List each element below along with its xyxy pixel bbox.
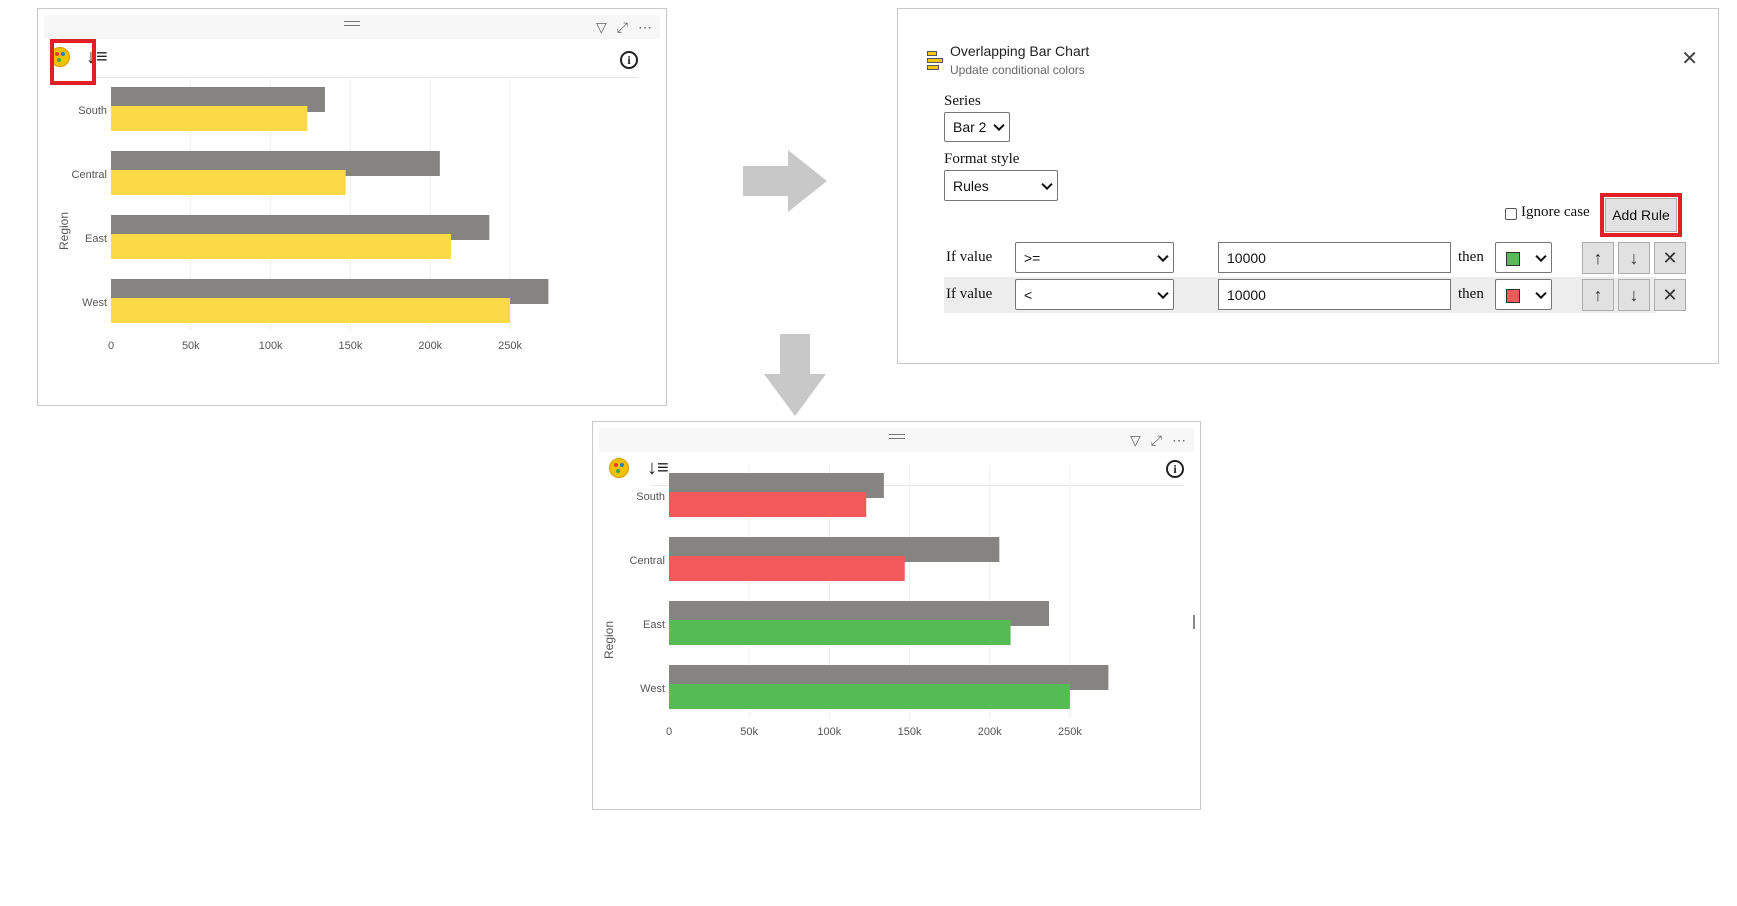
right-arrow-icon	[743, 150, 827, 212]
color-swatch	[1506, 289, 1520, 303]
delete-icon: ✕	[1662, 284, 1678, 305]
rule-value-text: 10000	[1227, 286, 1266, 303]
category-label: East	[643, 619, 665, 631]
x-tick-label: 150k	[339, 340, 363, 352]
move-up-button[interactable]: ↑	[1582, 242, 1614, 274]
before-visual: ▽ ⤢ ⋯ ↓≡ i South Central East West 0 50k 100k…	[37, 8, 667, 406]
down-arrow-icon	[764, 334, 826, 416]
palette-icon[interactable]	[609, 458, 629, 478]
format-style-select[interactable]: Rules	[944, 170, 1058, 201]
add-rule-highlight-box	[1600, 193, 1682, 237]
info-icon[interactable]: i	[1166, 460, 1184, 478]
category-label: South	[636, 491, 665, 503]
color-swatch	[1506, 252, 1520, 266]
rule-operator-select[interactable]: >=	[1015, 242, 1174, 273]
x-tick-label: 200k	[418, 340, 442, 352]
filter-icon[interactable]: ▽	[1130, 432, 1141, 448]
ignore-case-checkbox[interactable]	[1505, 208, 1517, 220]
x-tick-label: 50k	[740, 726, 758, 738]
drag-grip-icon[interactable]	[888, 434, 905, 442]
rule-operator-select[interactable]: <	[1015, 279, 1174, 310]
arrow-down-icon: ↓	[1629, 284, 1639, 305]
y-axis-title: Region	[57, 212, 71, 250]
x-tick-label: 250k	[1058, 726, 1082, 738]
y-axis-title: Region	[602, 621, 616, 659]
rule-then-label: then	[1458, 286, 1484, 302]
drag-grip-icon[interactable]	[344, 21, 360, 29]
category-label: West	[640, 683, 665, 695]
rule-if-label: If value	[946, 249, 993, 265]
series-select-value: Bar 2	[953, 119, 987, 135]
move-down-button[interactable]: ↓	[1618, 279, 1650, 311]
before-chart: South Central East West 0 50k 100k 150k 200k 250…	[57, 79, 549, 352]
category-label: Central	[72, 169, 107, 181]
dialog-title: Overlapping Bar Chart	[950, 43, 1090, 59]
bar-series-2	[111, 170, 346, 195]
visual-header: ▽ ⤢ ⋯	[599, 428, 1194, 452]
x-tick-label: 250k	[498, 340, 522, 352]
category-label: South	[78, 105, 107, 117]
dialog-subtitle: Update conditional colors	[950, 63, 1085, 77]
bar-series-2	[669, 492, 867, 517]
info-icon[interactable]: i	[620, 51, 638, 69]
rule-operator-value: <	[1024, 286, 1033, 303]
rule-then-label: then	[1458, 249, 1484, 265]
bar-series-2	[111, 106, 308, 131]
bar-series-2	[669, 556, 905, 581]
x-tick-label: 100k	[817, 726, 841, 738]
arrow-up-icon: ↑	[1593, 284, 1603, 305]
category-label: Central	[630, 555, 665, 567]
more-options-icon[interactable]: ⋯	[638, 19, 652, 35]
rule-value-input[interactable]: 10000	[1218, 242, 1451, 273]
rule-color-picker[interactable]	[1495, 242, 1552, 273]
toolbar-divider	[96, 77, 638, 78]
after-chart: South Central East West 0 50k 100k 150k 200k 250…	[602, 465, 1195, 738]
focus-mode-icon[interactable]: ⤢	[1150, 432, 1162, 448]
visual-header: ▽ ⤢ ⋯	[44, 15, 660, 39]
sort-icon[interactable]: ↓≡	[647, 457, 669, 479]
sort-icon[interactable]: ↓≡	[86, 46, 108, 68]
delete-rule-button[interactable]: ✕	[1654, 279, 1686, 311]
rule-value-text: 10000	[1227, 249, 1266, 266]
after-visual: ▽ ⤢ ⋯ ↓≡ i South Central East West 0 50k 100k…	[592, 421, 1201, 810]
x-tick-label: 100k	[259, 340, 283, 352]
x-tick-label: 200k	[978, 726, 1002, 738]
bar-series-2	[111, 234, 452, 259]
series-select[interactable]: Bar 2	[944, 112, 1010, 142]
delete-icon: ✕	[1662, 247, 1678, 268]
x-tick-label: 50k	[182, 340, 200, 352]
x-tick-label: 0	[108, 340, 114, 352]
conditional-colors-dialog: Overlapping Bar Chart Update conditional…	[897, 8, 1719, 364]
add-rule-button[interactable]: Add Rule	[1605, 198, 1677, 232]
format-style-label: Format style	[944, 151, 1020, 167]
bar-series-2	[669, 684, 1070, 709]
category-label: West	[82, 297, 107, 309]
delete-rule-button[interactable]: ✕	[1654, 242, 1686, 274]
focus-mode-icon[interactable]: ⤢	[616, 19, 628, 35]
scrollbar-thumb[interactable]	[1193, 615, 1195, 629]
close-icon[interactable]: ✕	[1681, 48, 1698, 70]
format-style-select-value: Rules	[953, 177, 989, 194]
rule-value-input[interactable]: 10000	[1218, 279, 1451, 310]
rule-color-picker[interactable]	[1495, 279, 1552, 310]
more-options-icon[interactable]: ⋯	[1172, 432, 1186, 448]
series-label: Series	[944, 93, 981, 109]
arrow-down-icon: ↓	[1629, 247, 1639, 268]
filter-icon[interactable]: ▽	[596, 19, 607, 35]
toolbar-divider	[651, 485, 1184, 486]
bar-series-2	[111, 298, 511, 323]
move-down-button[interactable]: ↓	[1618, 242, 1650, 274]
arrow-up-icon: ↑	[1593, 247, 1603, 268]
rule-operator-value: >=	[1024, 249, 1041, 266]
category-label: East	[85, 233, 107, 245]
rule-if-label: If value	[946, 286, 993, 302]
chart-icon	[925, 51, 945, 71]
x-tick-label: 0	[666, 726, 672, 738]
move-up-button[interactable]: ↑	[1582, 279, 1614, 311]
bar-series-2	[669, 620, 1011, 645]
ignore-case-label: Ignore case	[1521, 204, 1590, 220]
x-tick-label: 150k	[898, 726, 922, 738]
palette-highlight-box	[50, 39, 96, 85]
